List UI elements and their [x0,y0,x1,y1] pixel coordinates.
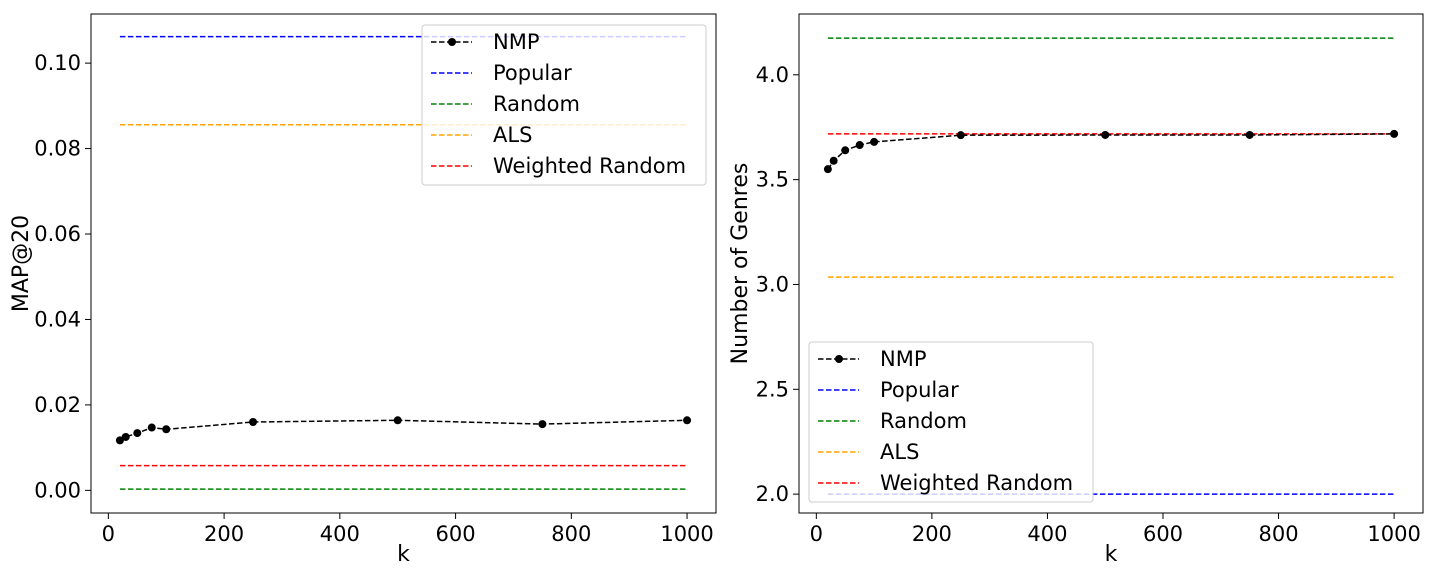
x-axis-label: k [397,542,410,567]
x-tick-label: 1000 [660,522,713,546]
legend-label-popular: Popular [880,378,959,402]
data-point-nmp [121,432,130,441]
y-tick-label: 2.5 [756,377,789,401]
legend-label-random: Random [880,409,967,433]
y-tick-label: 4.0 [756,63,789,87]
y-tick-label: 0.06 [34,222,81,246]
y-tick-label: 0.04 [34,307,81,331]
data-point-nmp [133,429,142,438]
data-point-nmp [855,141,864,150]
data-point-nmp [870,137,879,146]
data-point-nmp [538,420,547,429]
x-tick-label: 200 [204,522,244,546]
legend-box [808,341,1094,503]
legend-box [421,24,707,186]
data-point-nmp [1245,130,1254,139]
data-point-nmp [115,436,124,445]
legend-label-nmp: NMP [493,30,540,54]
x-tick-label: 400 [320,522,360,546]
x-axis-label: k [1105,542,1118,567]
legend-marker-nmp [448,38,456,46]
x-tick-label: 400 [1027,522,1067,546]
data-point-nmp [841,146,850,155]
x-tick-label: 0 [810,522,823,546]
data-point-nmp [829,156,838,165]
data-point-nmp [249,418,258,427]
y-tick-label: 0.02 [34,393,81,417]
x-tick-label: 200 [912,522,952,546]
data-point-nmp [823,165,832,174]
y-tick-label: 0.00 [34,478,81,502]
data-point-nmp [1101,130,1110,139]
legend-label-weighted-random: Weighted Random [880,471,1073,495]
x-tick-label: 600 [436,522,476,546]
legend-label-random: Random [493,92,580,116]
legend-label-als: ALS [880,440,919,464]
data-point-nmp [683,416,692,425]
map-at-20-chart: 0 200 400 600 800 1000 0.00 0.02 0.04 0.06 0.08 0.1… [9,13,717,567]
legend-marker-nmp [835,355,843,363]
y-tick-label: 0.08 [34,137,81,161]
legend-label-popular: Popular [493,61,572,85]
y-tick-label: 0.10 [34,51,81,75]
y-axis-label: Number of Genres [728,163,753,365]
y-tick-label: 3.5 [756,168,789,192]
legend-label-weighted-random: Weighted Random [493,154,686,178]
legend-label-als: ALS [493,123,532,147]
y-axis-label: MAP@20 [9,215,34,312]
data-point-nmp [162,425,171,434]
y-tick-label: 3.0 [756,272,789,296]
data-point-nmp [1390,129,1399,138]
data-point-nmp [147,423,156,432]
x-tick-label: 1000 [1367,522,1420,546]
data-point-nmp [956,131,965,140]
number-of-genres-chart: 0 200 400 600 800 1000 2.0 2.5 3.0 3.5 4.0 k Number … [728,13,1424,567]
x-tick-label: 0 [102,522,115,546]
x-tick-label: 800 [551,522,591,546]
legend: NMP Popular Random ALS Weighted Random [421,24,707,186]
data-point-nmp [393,416,402,425]
legend: NMP Popular Random ALS Weighted Random [808,341,1094,503]
x-tick-label: 800 [1259,522,1299,546]
x-tick-label: 600 [1143,522,1183,546]
legend-label-nmp: NMP [880,347,927,371]
y-tick-label: 2.0 [756,482,789,506]
